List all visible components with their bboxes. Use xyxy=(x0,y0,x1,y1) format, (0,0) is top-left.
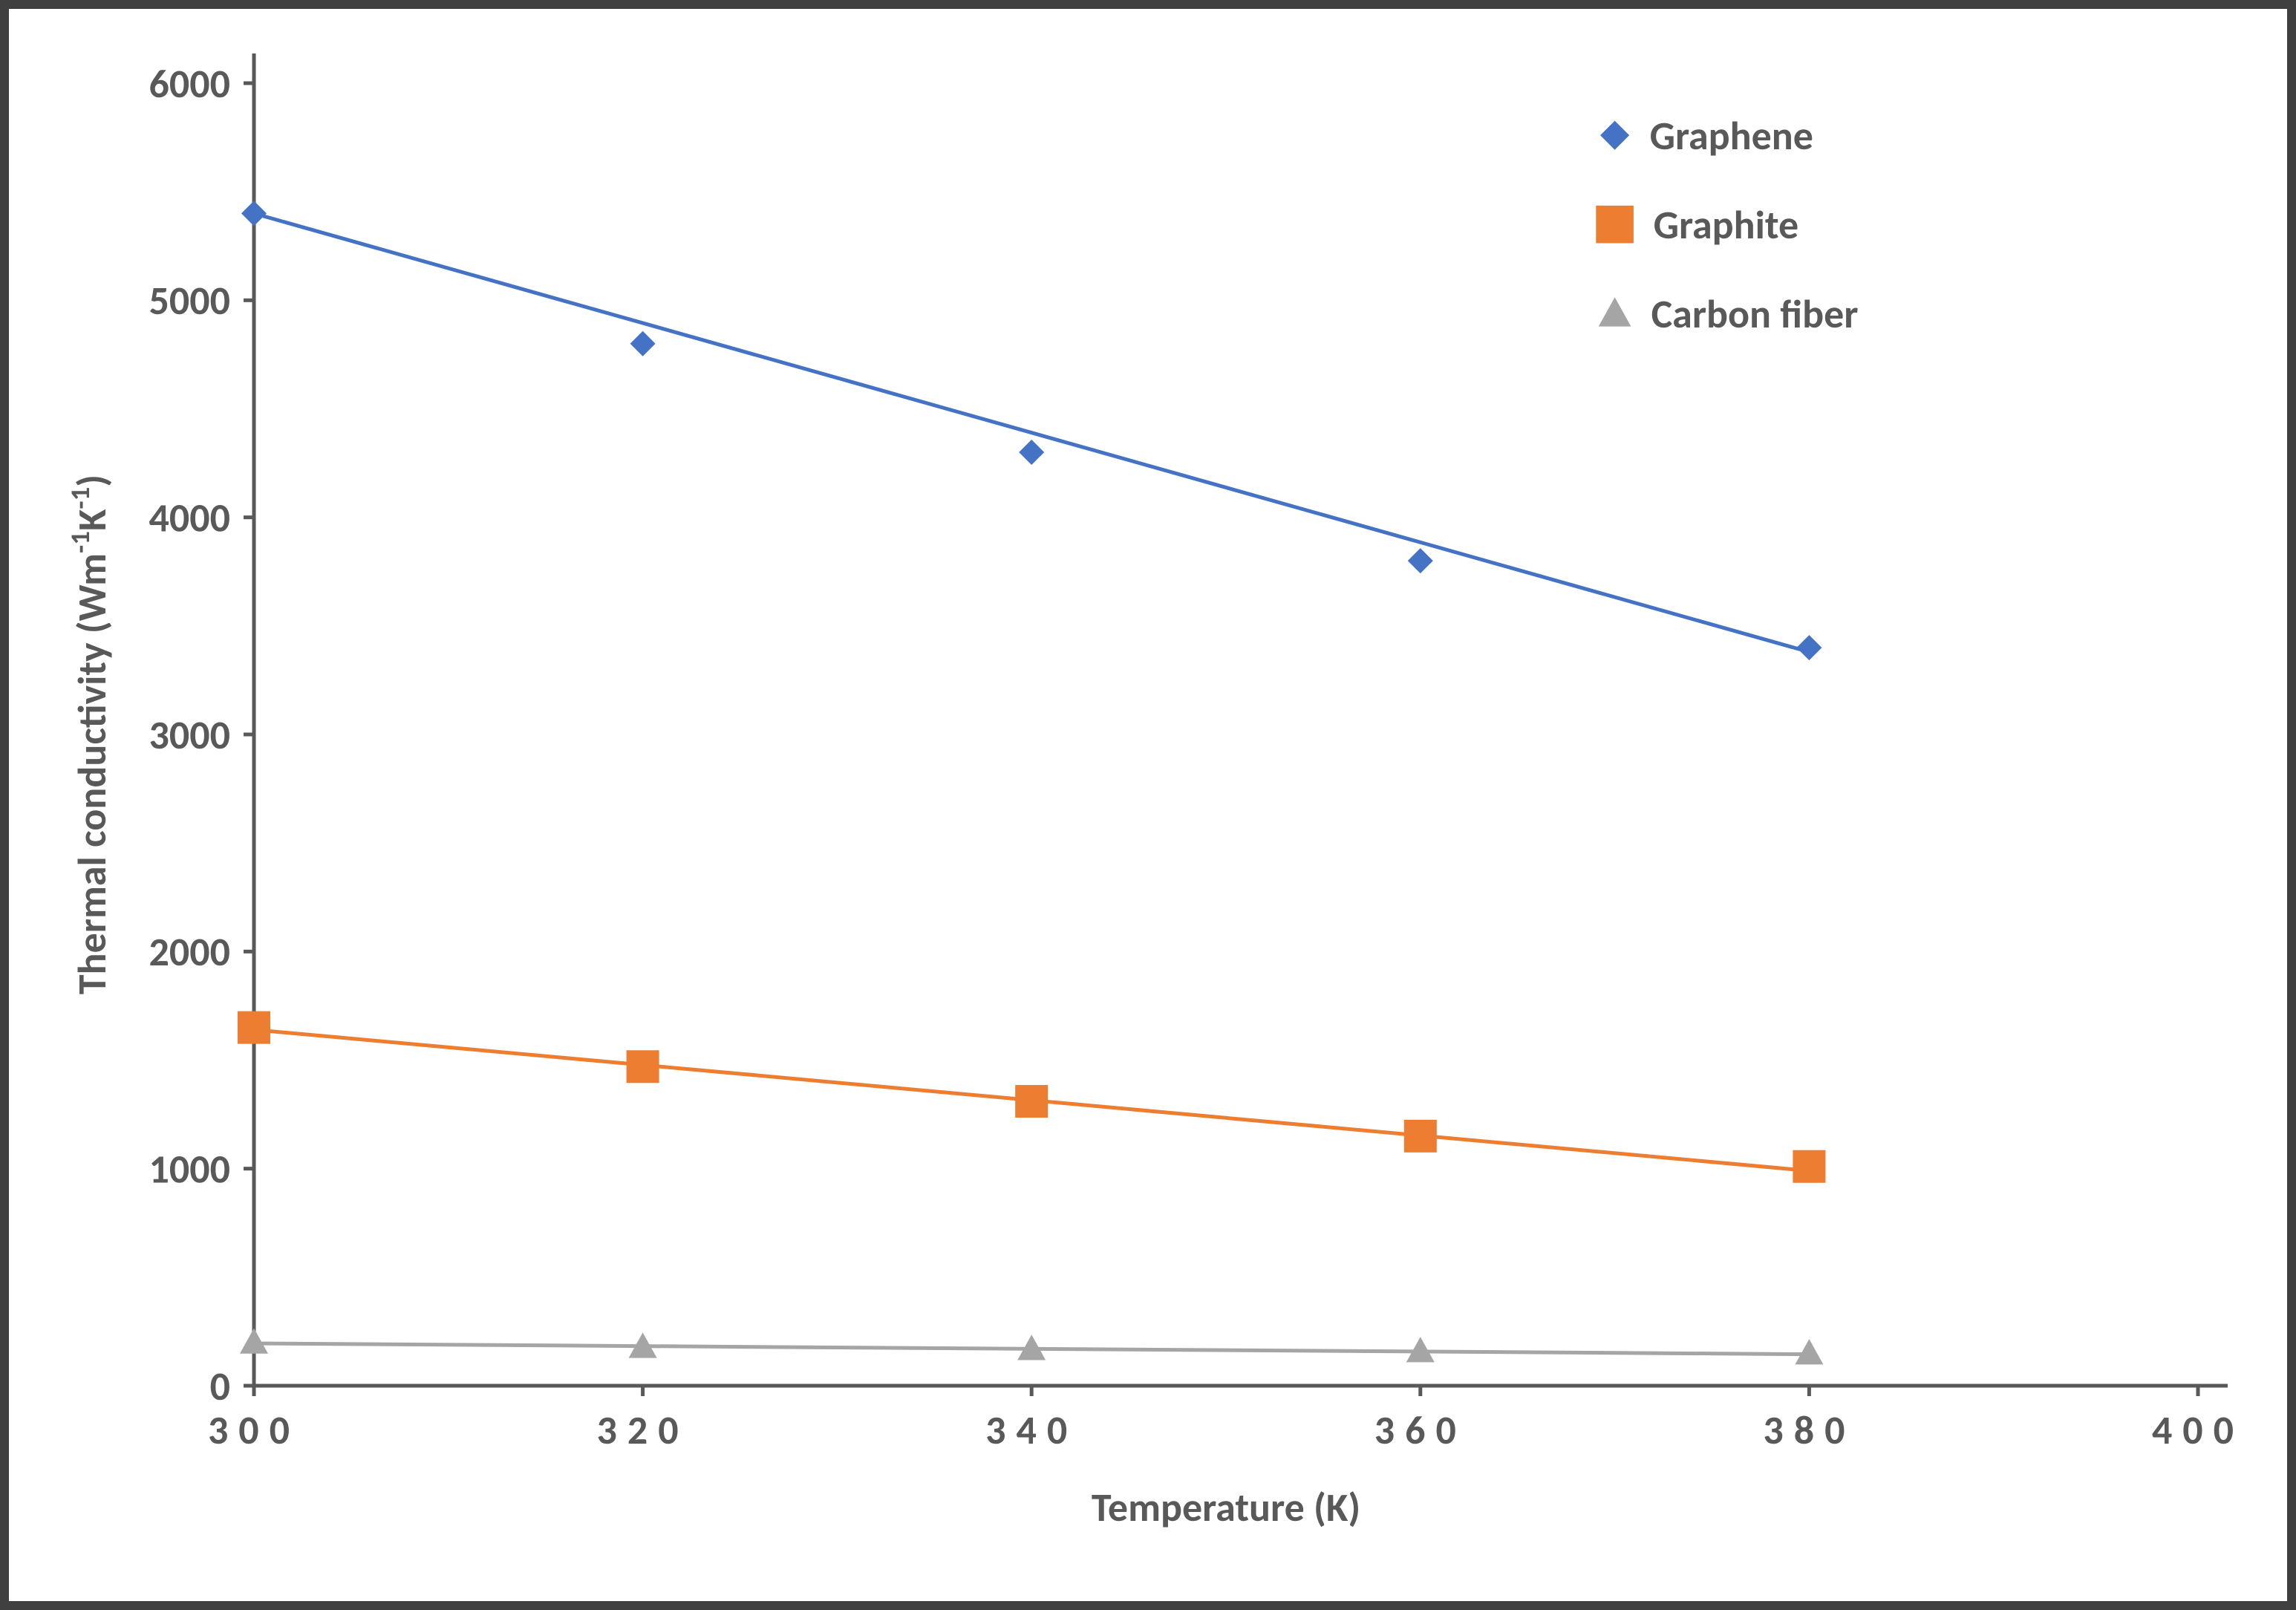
x-tick-label: 380 xyxy=(1763,1406,1855,1455)
y-tick-label: 1000 xyxy=(149,1145,230,1194)
chart-frame: 3003203403603804000100020003000400050006… xyxy=(0,0,2296,1610)
series-graphite-point xyxy=(1015,1085,1048,1118)
y-tick-label: 5000 xyxy=(149,276,230,325)
x-axis-label: Temperature (K) xyxy=(1092,1483,1360,1532)
series-graphite-point xyxy=(1404,1120,1437,1153)
x-tick-label: 340 xyxy=(985,1406,1077,1455)
x-tick-label: 320 xyxy=(597,1406,689,1455)
series-graphite-point xyxy=(1793,1150,1825,1183)
legend-marker-series-graphite xyxy=(1596,206,1634,244)
x-tick-label: 300 xyxy=(208,1406,300,1455)
y-tick-label: 3000 xyxy=(149,711,230,760)
y-tick-label: 0 xyxy=(210,1362,230,1411)
legend-label: Graphite xyxy=(1654,201,1799,250)
legend-label: Carbon fiber xyxy=(1651,290,1859,339)
chart-bg xyxy=(39,39,2257,1571)
series-graphite-point xyxy=(627,1050,659,1083)
x-tick-label: 400 xyxy=(2152,1406,2244,1455)
chart-container: 3003203403603804000100020003000400050006… xyxy=(39,39,2257,1571)
series-graphite-point xyxy=(238,1011,270,1044)
x-tick-label: 360 xyxy=(1374,1406,1467,1455)
y-tick-label: 2000 xyxy=(149,928,230,977)
chart-svg: 3003203403603804000100020003000400050006… xyxy=(39,39,2257,1571)
y-tick-label: 4000 xyxy=(149,494,230,543)
y-tick-label: 6000 xyxy=(149,59,230,108)
legend-label: Graphene xyxy=(1650,111,1813,160)
